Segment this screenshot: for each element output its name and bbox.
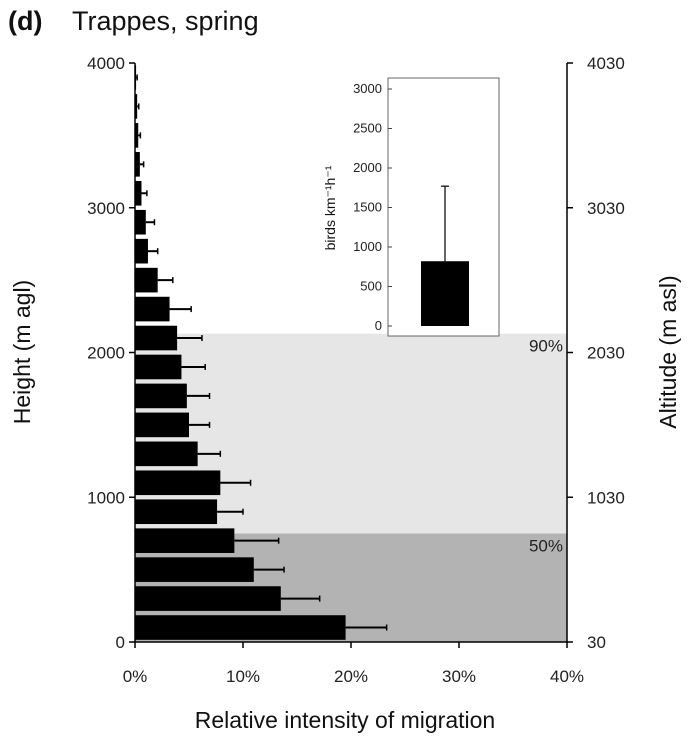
band-label-2: 90% bbox=[529, 337, 563, 356]
inset-y-tick-label: 1000 bbox=[353, 239, 382, 254]
y2-tick-label: 4030 bbox=[587, 54, 625, 73]
x-tick-label: 20% bbox=[334, 667, 368, 686]
y-tick-label: 1000 bbox=[87, 488, 125, 507]
bar bbox=[135, 180, 142, 206]
bar bbox=[135, 94, 138, 119]
inset-y-axis-label: birds km⁻¹h⁻¹ bbox=[322, 165, 338, 250]
band-label-1: 50% bbox=[529, 536, 563, 555]
bar bbox=[135, 470, 221, 496]
bar bbox=[135, 152, 140, 177]
inset-y-tick-label: 3000 bbox=[353, 81, 382, 96]
y-tick-label: 2000 bbox=[87, 344, 125, 363]
inset-y-tick-label: 2000 bbox=[353, 160, 382, 175]
bar bbox=[135, 615, 346, 640]
y-axis-label: Height (m agl) bbox=[9, 280, 35, 424]
bar bbox=[135, 354, 182, 380]
bar bbox=[135, 557, 254, 582]
bar bbox=[135, 441, 198, 467]
x-tick-label: 40% bbox=[550, 667, 584, 686]
bar bbox=[135, 267, 158, 293]
inset-y-tick-label: 2500 bbox=[353, 121, 382, 136]
bar bbox=[135, 499, 218, 525]
inset-bar bbox=[421, 261, 469, 326]
bar bbox=[135, 209, 146, 235]
x-axis-label: Relative intensity of migration bbox=[195, 707, 495, 733]
y-tick-label: 4000 bbox=[87, 54, 125, 73]
bar bbox=[135, 383, 187, 409]
bar bbox=[135, 586, 281, 611]
bars-group bbox=[135, 65, 388, 640]
y2-tick-label: 30 bbox=[587, 633, 606, 652]
x-tick-label: 30% bbox=[442, 667, 476, 686]
bar bbox=[135, 325, 178, 351]
y2-axis-label: Altitude (m asl) bbox=[655, 275, 681, 428]
inset-y-tick-label: 500 bbox=[360, 279, 382, 294]
x-tick-label: 10% bbox=[226, 667, 260, 686]
y-tick-label: 0 bbox=[116, 633, 125, 652]
bar bbox=[135, 238, 148, 264]
y2-tick-label: 2030 bbox=[587, 344, 625, 363]
inset-y-tick-label: 0 bbox=[375, 318, 382, 333]
panel-label: (d) bbox=[8, 6, 42, 36]
bar bbox=[135, 296, 170, 322]
inset-chart: 0 500 1000 1500 2000 2500 3000 bbox=[353, 77, 500, 337]
y2-tick-label: 3030 bbox=[587, 199, 625, 218]
bar bbox=[135, 528, 235, 553]
x-tick-label: 0% bbox=[123, 667, 148, 686]
axes-group: 0 1000 2000 3000 4000 30 1030 2030 3030 4030 0% 10%… bbox=[87, 54, 625, 686]
chart-title: Trappes, spring bbox=[72, 6, 259, 36]
y-tick-label: 3000 bbox=[87, 199, 125, 218]
y2-tick-label: 1030 bbox=[587, 488, 625, 507]
inset-y-tick-label: 1500 bbox=[353, 200, 382, 215]
bar bbox=[135, 123, 139, 148]
bar bbox=[135, 412, 189, 438]
